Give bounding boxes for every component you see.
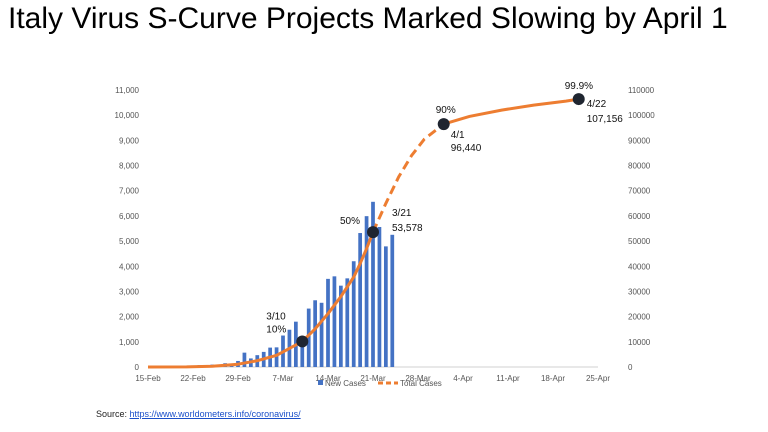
x-tick-label: 18-Apr <box>541 374 565 383</box>
total-cases-projection-line <box>371 122 445 233</box>
y-left-tick-label: 10,000 <box>115 111 140 120</box>
y-left-tick-label: 3,000 <box>119 287 140 296</box>
new-cases-bar <box>383 246 388 367</box>
x-tick-label: 4-Apr <box>453 374 473 383</box>
x-tick-label: 7-Mar <box>273 374 294 383</box>
new-cases-bar <box>242 352 247 367</box>
legend-label: New Cases <box>325 379 366 388</box>
new-cases-bar <box>345 278 350 367</box>
x-tick-label: 21-Mar <box>360 374 386 383</box>
new-cases-bar <box>371 201 375 367</box>
y-right-tick-label: 90000 <box>628 136 651 145</box>
new-cases-bar <box>326 278 330 367</box>
y-right-tick-label: 40000 <box>628 262 651 271</box>
new-cases-bar <box>319 302 324 367</box>
new-cases-bar <box>306 308 311 367</box>
s-curve-continuation-line <box>443 97 579 126</box>
y-right-tick-label: 20000 <box>628 313 651 322</box>
y-left-tick-label: 9,000 <box>119 136 140 145</box>
new-cases-bar <box>338 285 343 367</box>
annotation-pct-label: 99.9% <box>565 81 593 92</box>
annotation-marker <box>572 93 585 106</box>
x-tick-label: 29-Feb <box>225 374 251 383</box>
x-tick-label: 14-Mar <box>315 374 341 383</box>
x-tick-label: 11-Apr <box>496 374 520 383</box>
annotation-label: 4/22 <box>587 99 607 110</box>
new-cases-bar <box>300 342 305 367</box>
new-cases-bar <box>313 300 318 367</box>
y-right-tick-label: 30000 <box>628 287 651 296</box>
annotation-label: 107,156 <box>587 114 624 125</box>
new-cases-bar <box>332 276 337 367</box>
y-right-tick-label: 60000 <box>628 212 651 221</box>
legend-label: Total Cases <box>400 379 442 388</box>
annotation-label: 96,440 <box>451 143 482 154</box>
source-note: Source: https://www.worldometers.info/co… <box>96 409 301 419</box>
new-cases-bar <box>377 226 382 367</box>
annotation-label: 53,578 <box>392 223 423 234</box>
y-left-tick-label: 2,000 <box>119 313 140 322</box>
y-right-tick-label: 50000 <box>628 237 651 246</box>
annotation-label: 4/1 <box>451 130 465 141</box>
y-right-tick-label: 80000 <box>628 162 651 171</box>
source-link[interactable]: https://www.worldometers.info/coronaviru… <box>129 409 301 419</box>
annotation-marker <box>437 118 450 131</box>
y-right-tick-label: 110000 <box>628 86 655 95</box>
new-cases-bar <box>274 347 279 367</box>
y-left-tick-label: 11,000 <box>115 86 139 95</box>
x-tick-label: 28-Mar <box>405 374 431 383</box>
annotation-label: 10% <box>266 324 286 335</box>
y-left-tick-label: 4,000 <box>119 262 140 271</box>
y-right-tick-label: 100000 <box>628 111 655 120</box>
new-cases-bar <box>351 261 356 367</box>
new-cases-bar <box>390 234 395 367</box>
y-left-tick-label: 8,000 <box>119 162 140 171</box>
y-left-tick-label: 0 <box>135 363 140 372</box>
y-left-tick-label: 7,000 <box>119 187 140 196</box>
x-tick-label: 25-Apr <box>586 374 610 383</box>
new-cases-bar <box>358 233 363 367</box>
y-right-tick-label: 0 <box>628 363 633 372</box>
annotation-label: 3/10 <box>266 311 286 322</box>
chart-title: Italy Virus S-Curve Projects Marked Slow… <box>8 2 728 35</box>
y-right-tick-label: 70000 <box>628 187 651 196</box>
legend-swatch-new-cases <box>318 380 323 385</box>
x-tick-label: 22-Feb <box>180 374 206 383</box>
source-label: Source: <box>96 409 128 419</box>
annotation-pct-label: 50% <box>340 216 360 227</box>
new-cases-bar <box>364 216 369 367</box>
annotation-marker <box>296 335 309 348</box>
annotation-label: 3/21 <box>392 208 412 219</box>
y-left-tick-label: 6,000 <box>119 212 140 221</box>
annotation-marker <box>367 226 379 239</box>
x-tick-label: 15-Feb <box>135 374 161 383</box>
y-left-tick-label: 5,000 <box>119 237 140 246</box>
y-left-tick-label: 1,000 <box>119 338 140 347</box>
annotation-pct-label: 90% <box>436 105 456 116</box>
y-right-tick-label: 10000 <box>628 338 651 347</box>
